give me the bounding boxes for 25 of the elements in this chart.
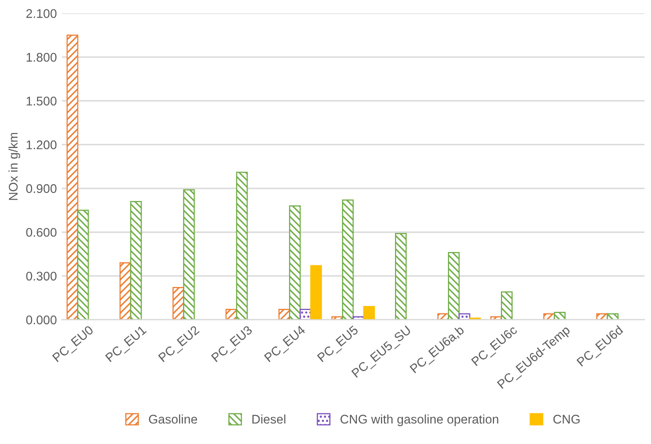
y-axis-title: NOx in g/km <box>8 132 20 200</box>
legend-label: Diesel <box>252 414 286 424</box>
y-tick-label: 0.600 <box>26 228 56 237</box>
bar <box>394 233 407 320</box>
y-tick-label: 0.900 <box>26 184 56 194</box>
y-tick-label: 2.100 <box>26 9 56 18</box>
bar <box>183 189 195 320</box>
bar <box>289 205 301 320</box>
bar <box>77 210 89 320</box>
y-tick-label: 0.300 <box>26 272 56 281</box>
y-tick-label: 1.200 <box>26 140 56 150</box>
legend-label: Gasoline <box>148 414 198 424</box>
bar <box>448 252 460 320</box>
bar <box>363 306 375 320</box>
bar <box>236 172 248 320</box>
bar <box>66 34 78 320</box>
y-tick-label: 1.800 <box>26 52 56 62</box>
bar <box>310 265 322 320</box>
y-tick-label: 0.000 <box>26 315 56 324</box>
bar <box>130 200 142 320</box>
legend-label: CNG <box>553 414 580 424</box>
bar <box>500 291 513 320</box>
bar <box>342 200 354 320</box>
y-tick-label: 1.500 <box>26 96 56 106</box>
legend-label: CNG with gasoline operation <box>340 414 498 426</box>
